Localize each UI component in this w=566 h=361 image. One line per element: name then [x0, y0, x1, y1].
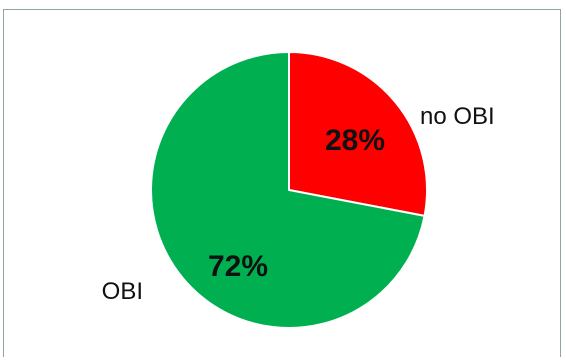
slice-value-label: 72%: [208, 250, 268, 283]
pie-slice-no-obi: [288, 51, 428, 217]
slice-value-label: 28%: [325, 124, 385, 157]
slice-category-label: no OBI: [420, 103, 495, 130]
slice-category-label: OBI: [102, 278, 143, 305]
pie-slices: [150, 51, 428, 329]
pie-slice-obi: [150, 51, 426, 329]
pie-labels: 28% no OBI 72% OBI: [102, 103, 495, 305]
